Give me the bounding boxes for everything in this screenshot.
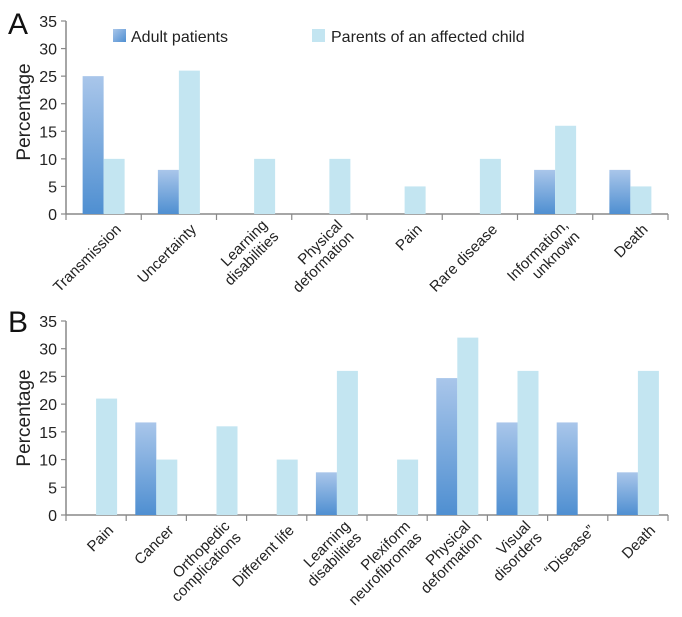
panel-a-category-label: Pain	[392, 221, 425, 254]
panel-a: A Percentage Adult patients Parents of a…	[8, 8, 669, 296]
panel-a-y-tick-label: 5	[48, 179, 57, 196]
panel-b-category-label: Death	[619, 522, 659, 562]
panel-a-category-label: Transmission	[50, 221, 125, 296]
panel-a-category-label: Rare disease	[426, 221, 501, 296]
panel-b-y-tick-label: 20	[39, 397, 57, 414]
panel-a-y-tick-label: 30	[39, 42, 57, 59]
legend-label-parents: Parents of an affected child	[331, 29, 525, 46]
panel-a-y-axis-label: Percentage	[14, 63, 35, 160]
panel-b-y-tick-label: 15	[39, 425, 57, 442]
panel-b-bar-adult	[436, 378, 458, 515]
panel-a-y-tick-label: 25	[39, 69, 57, 86]
panel-a-bar-parents	[329, 158, 351, 214]
legend-swatch-adult	[113, 29, 126, 42]
panel-b-bar-parents	[276, 459, 298, 515]
panel-a-category-label: Information,unknown	[504, 217, 583, 296]
panel-b-bar-parents	[96, 398, 118, 515]
panel-b-y-axis-label: Percentage	[14, 369, 35, 466]
panel-b-y-tick-label: 0	[48, 508, 57, 525]
panel-a-bar-adult	[157, 169, 179, 214]
panel-b-bar-adult	[616, 472, 638, 515]
legend-label-adult: Adult patients	[131, 29, 228, 46]
panel-a-bar-adult	[82, 76, 104, 215]
panel-b-y-tick-label: 5	[48, 480, 57, 497]
panel-a-bar-adult	[609, 169, 631, 214]
panel-b-bar-parents	[216, 426, 238, 515]
panel-b-category-label: Cancer	[131, 522, 177, 568]
panel-b-label: B	[8, 306, 28, 339]
panel-a-bar-parents	[479, 158, 501, 214]
panel-b-bar-adult	[135, 422, 157, 515]
panel-b-y-tick-label: 35	[39, 314, 57, 331]
panel-b-bar-adult	[315, 472, 337, 515]
panel-b-category-label: Different life	[229, 522, 297, 590]
panel-a-y-tick-label: 15	[39, 124, 57, 141]
panel-a-y-tick-label: 0	[48, 207, 57, 224]
panel-a-y-tick-label: 35	[39, 14, 57, 31]
panel-a-bar-parents	[404, 186, 426, 214]
panel-a-plot: 0 5 10 15 20 25 30 35 Transmission Uncertainty Lea…	[39, 14, 669, 296]
panel-a-category-label: Death	[611, 221, 651, 261]
panel-b-y-tick-label: 25	[39, 369, 57, 386]
panel-b-category-label: Pain	[84, 522, 117, 555]
panel-a-category-label: Physicaldeformation	[278, 217, 357, 296]
panel-a-y-tick-label: 10	[39, 152, 57, 169]
panel-b-y-tick-label: 10	[39, 453, 57, 470]
panel-b-bar-parents	[517, 370, 539, 515]
panel-a-y-tick-label: 20	[39, 97, 57, 114]
panel-b-category-label: Visualdisorders	[479, 518, 546, 585]
legend: Adult patients Parents of an affected ch…	[113, 29, 525, 46]
panel-b-bar-parents	[637, 370, 659, 515]
panel-b-y-tick-label: 30	[39, 342, 57, 359]
panel-a-bar-adult	[534, 169, 556, 214]
panel-b-bar-parents	[336, 370, 358, 515]
panel-b-bar-parents	[156, 459, 178, 515]
panel-a-bar-parents	[178, 70, 200, 214]
panel-b-category-label: “Disease”	[541, 522, 598, 579]
panel-a-bar-parents	[555, 125, 577, 214]
panel-b-bar-adult	[496, 422, 518, 515]
panel-a-category-label: Learningdisabilities	[210, 217, 282, 289]
panel-a-bar-parents	[254, 158, 276, 214]
panel-b-category-label: Physicaldeformation	[406, 518, 485, 597]
panel-b-bar-parents	[397, 459, 419, 515]
panel-b-bar-adult	[556, 422, 578, 515]
panel-a-bar-parents	[630, 186, 652, 214]
legend-swatch-parents	[312, 29, 325, 42]
panel-a-label: A	[8, 8, 28, 41]
panel-a-category-label: Uncertainty	[134, 221, 200, 287]
panel-b-bar-parents	[457, 337, 479, 515]
panel-b-category-label: Learningdisabilities	[293, 518, 365, 590]
panel-a-bar-parents	[103, 158, 125, 214]
